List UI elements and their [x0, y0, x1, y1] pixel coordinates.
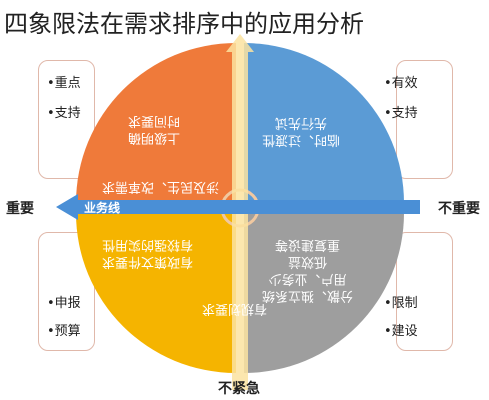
- axis-not-important: 不重要: [438, 201, 480, 217]
- page-title: 四象限法在需求排序中的应用分析: [4, 10, 364, 38]
- bottom-left-item-1: •申报: [47, 296, 81, 311]
- top-left-item-2: •支持: [47, 106, 81, 121]
- quadrant-bottom-left: [76, 213, 236, 373]
- bottom-right-item-1: •限制: [384, 296, 418, 311]
- left-arrow-label: 业务线: [84, 201, 121, 215]
- quadrant-top-left-text: 上级明确 时间要求: [128, 113, 181, 145]
- axis-important: 重要: [6, 201, 34, 217]
- bottom-right-item-2: •建设: [384, 324, 418, 339]
- quadrant-top-left-inner-text: 涉及民生、改革需求: [102, 179, 220, 194]
- quadrant-top-right: [244, 43, 404, 203]
- importance-arrow: [56, 194, 420, 220]
- top-right-item-2: •支持: [384, 106, 418, 121]
- side-box-bottom-right: [396, 232, 453, 351]
- quadrant-bottom-left-inner-text: 有规划要求: [202, 301, 268, 316]
- top-right-item-1: •有效: [384, 76, 418, 91]
- bottom-left-item-2: •预算: [47, 324, 81, 339]
- axis-not-urgent: 不紧急: [218, 381, 260, 397]
- quadrant-top-left: [76, 43, 236, 203]
- quadrant-bottom-left-text: 有政策文件要求 有较强的实用性: [102, 237, 194, 269]
- side-box-top-right: [396, 60, 453, 179]
- quadrant-bottom-right: [244, 213, 404, 373]
- quadrant-bottom-right-text: 分散、独立系统 用户、业务少 低效益 重复建设等: [262, 237, 354, 303]
- quadrant-top-right-text: 临时、过渡性 先行先试: [262, 115, 341, 147]
- top-left-item-1: •重点: [47, 76, 81, 91]
